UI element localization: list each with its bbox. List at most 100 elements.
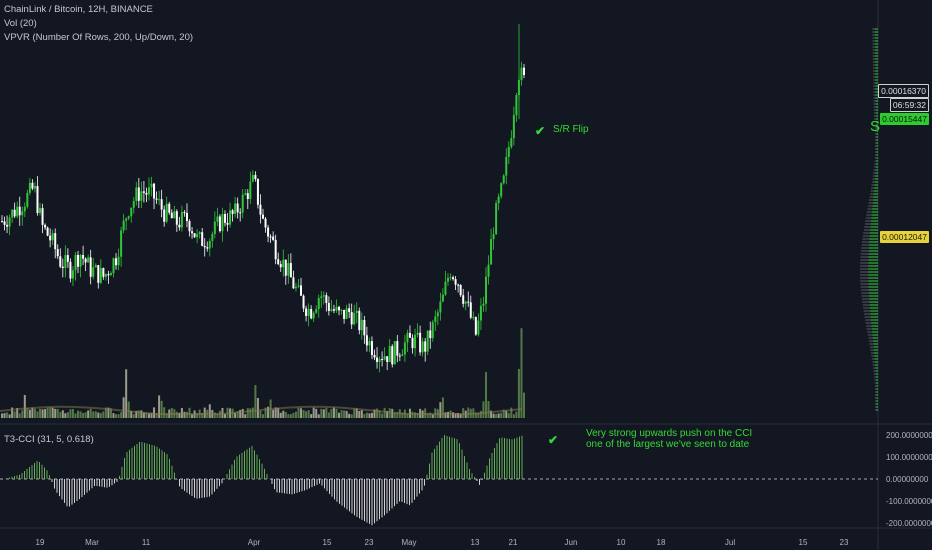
time-tick-label: 10 — [617, 538, 626, 547]
volume-profile-bar-up — [868, 247, 878, 249]
volume-profile-bar-down — [875, 400, 877, 402]
volume-bar — [170, 407, 173, 418]
volume-bar — [102, 411, 105, 418]
volume-profile-bar-down — [860, 274, 869, 276]
indicator-legend: T3-CCI (31, 5, 0.618) — [4, 434, 94, 445]
cci-tick-label: 200.00000000 — [886, 431, 932, 440]
volume-profile-bar-up — [876, 400, 878, 402]
volume-bar — [89, 408, 92, 418]
cci-tick-label: 0.00000000 — [886, 475, 929, 484]
volume-bar — [140, 410, 143, 418]
volume-profile-bar-up — [872, 331, 878, 333]
candle-body — [54, 233, 57, 250]
volume-profile-bar-down — [875, 142, 877, 144]
volume-bar — [274, 407, 277, 418]
volume-bar — [490, 410, 493, 418]
candle-body — [287, 263, 290, 276]
volume-profile-bar-down — [870, 190, 874, 192]
volume-profile-bar-down — [865, 322, 872, 324]
candle-body — [479, 305, 482, 321]
candle-body — [510, 138, 513, 148]
volume-profile-bar-up — [870, 223, 878, 225]
volume-profile-bar-down — [873, 103, 876, 105]
volume-bar — [142, 412, 145, 418]
candle-body — [112, 258, 115, 274]
volume-profile-bar-down — [873, 85, 876, 87]
volume-bar — [406, 413, 409, 418]
volume-bar — [26, 407, 29, 418]
volume-profile-bar-down — [872, 49, 876, 51]
volume-profile-bar-down — [869, 199, 874, 201]
cci-annotation-line1: Very strong upwards push on the CCI — [586, 428, 753, 439]
cci-tick-label: 100.00000000 — [886, 453, 932, 462]
candle-body — [11, 209, 14, 218]
volume-bar — [178, 412, 181, 418]
candle-body — [426, 330, 429, 352]
candle-body — [168, 203, 171, 213]
candle-body — [386, 356, 389, 362]
volume-profile-bar-down — [873, 82, 876, 84]
volume-bar — [216, 413, 219, 418]
candle-body — [74, 254, 77, 271]
volume-profile-bar-up — [868, 244, 878, 246]
volume-profile-bar-down — [872, 37, 875, 39]
volume-bar — [94, 411, 97, 418]
volume-profile-bar-down — [865, 319, 871, 321]
volume-profile-bar-down — [860, 250, 869, 252]
candle-body — [327, 303, 330, 311]
candle-body — [505, 156, 508, 176]
candle-body — [69, 261, 72, 279]
volume-profile-bar-down — [866, 214, 872, 216]
candle-body — [234, 203, 237, 214]
volume-bar — [122, 397, 125, 418]
volume-profile-bar-down — [873, 100, 876, 102]
candle-body — [523, 67, 525, 76]
volume-bar — [294, 411, 297, 418]
candle-body — [218, 216, 221, 232]
candle-body — [383, 356, 386, 360]
candle-body — [223, 214, 226, 223]
volume-profile-bar-up — [876, 121, 878, 123]
candle-body — [512, 115, 515, 139]
volume-profile-bar-up — [871, 211, 878, 213]
volume-profile-bar-down — [873, 118, 876, 120]
volume-profile-bar-up — [875, 169, 878, 171]
volume-profile-bar-up — [868, 283, 878, 285]
volume-profile-bar-up — [875, 367, 878, 369]
volume-profile-bar-down — [869, 196, 874, 198]
candle-body — [419, 332, 422, 353]
volume-profile-bar-up — [875, 373, 878, 375]
candle-body — [320, 296, 323, 299]
candle-body — [125, 218, 128, 221]
volume-profile-bar-up — [871, 328, 878, 330]
volume-profile-bar-down — [875, 127, 877, 129]
volume-profile-bar-up — [871, 325, 878, 327]
candle-body — [82, 255, 85, 259]
volume-profile-bar-up — [876, 142, 878, 144]
candle-body — [84, 258, 87, 263]
candle-body — [452, 277, 455, 280]
volume-bar — [401, 412, 404, 418]
volume-bar — [13, 411, 16, 418]
volume-profile-bar-down — [873, 115, 876, 117]
volume-profile-bar-up — [875, 64, 878, 66]
volume-bar — [208, 404, 211, 418]
symbol-legend: ChainLink / Bitcoin, 12H, BINANCE — [4, 4, 153, 15]
volume-profile-bar-down — [872, 55, 876, 57]
volume-bar — [107, 407, 110, 418]
volume-bar — [505, 410, 508, 418]
volume-bar — [523, 392, 525, 418]
volume-profile-bar-down — [875, 148, 877, 150]
candle-body — [1, 221, 3, 223]
volume-bar — [330, 409, 333, 418]
candle-body — [403, 342, 406, 355]
candle-body — [104, 274, 107, 277]
volume-profile-bar-up — [876, 385, 878, 387]
candle-body — [147, 187, 150, 195]
volume-profile-bar-up — [868, 295, 878, 297]
cci-tick-label: -200.00000000 — [886, 519, 932, 528]
volume-profile-bar-up — [875, 112, 878, 114]
candle-body — [482, 303, 485, 306]
volume-bar — [44, 409, 47, 418]
